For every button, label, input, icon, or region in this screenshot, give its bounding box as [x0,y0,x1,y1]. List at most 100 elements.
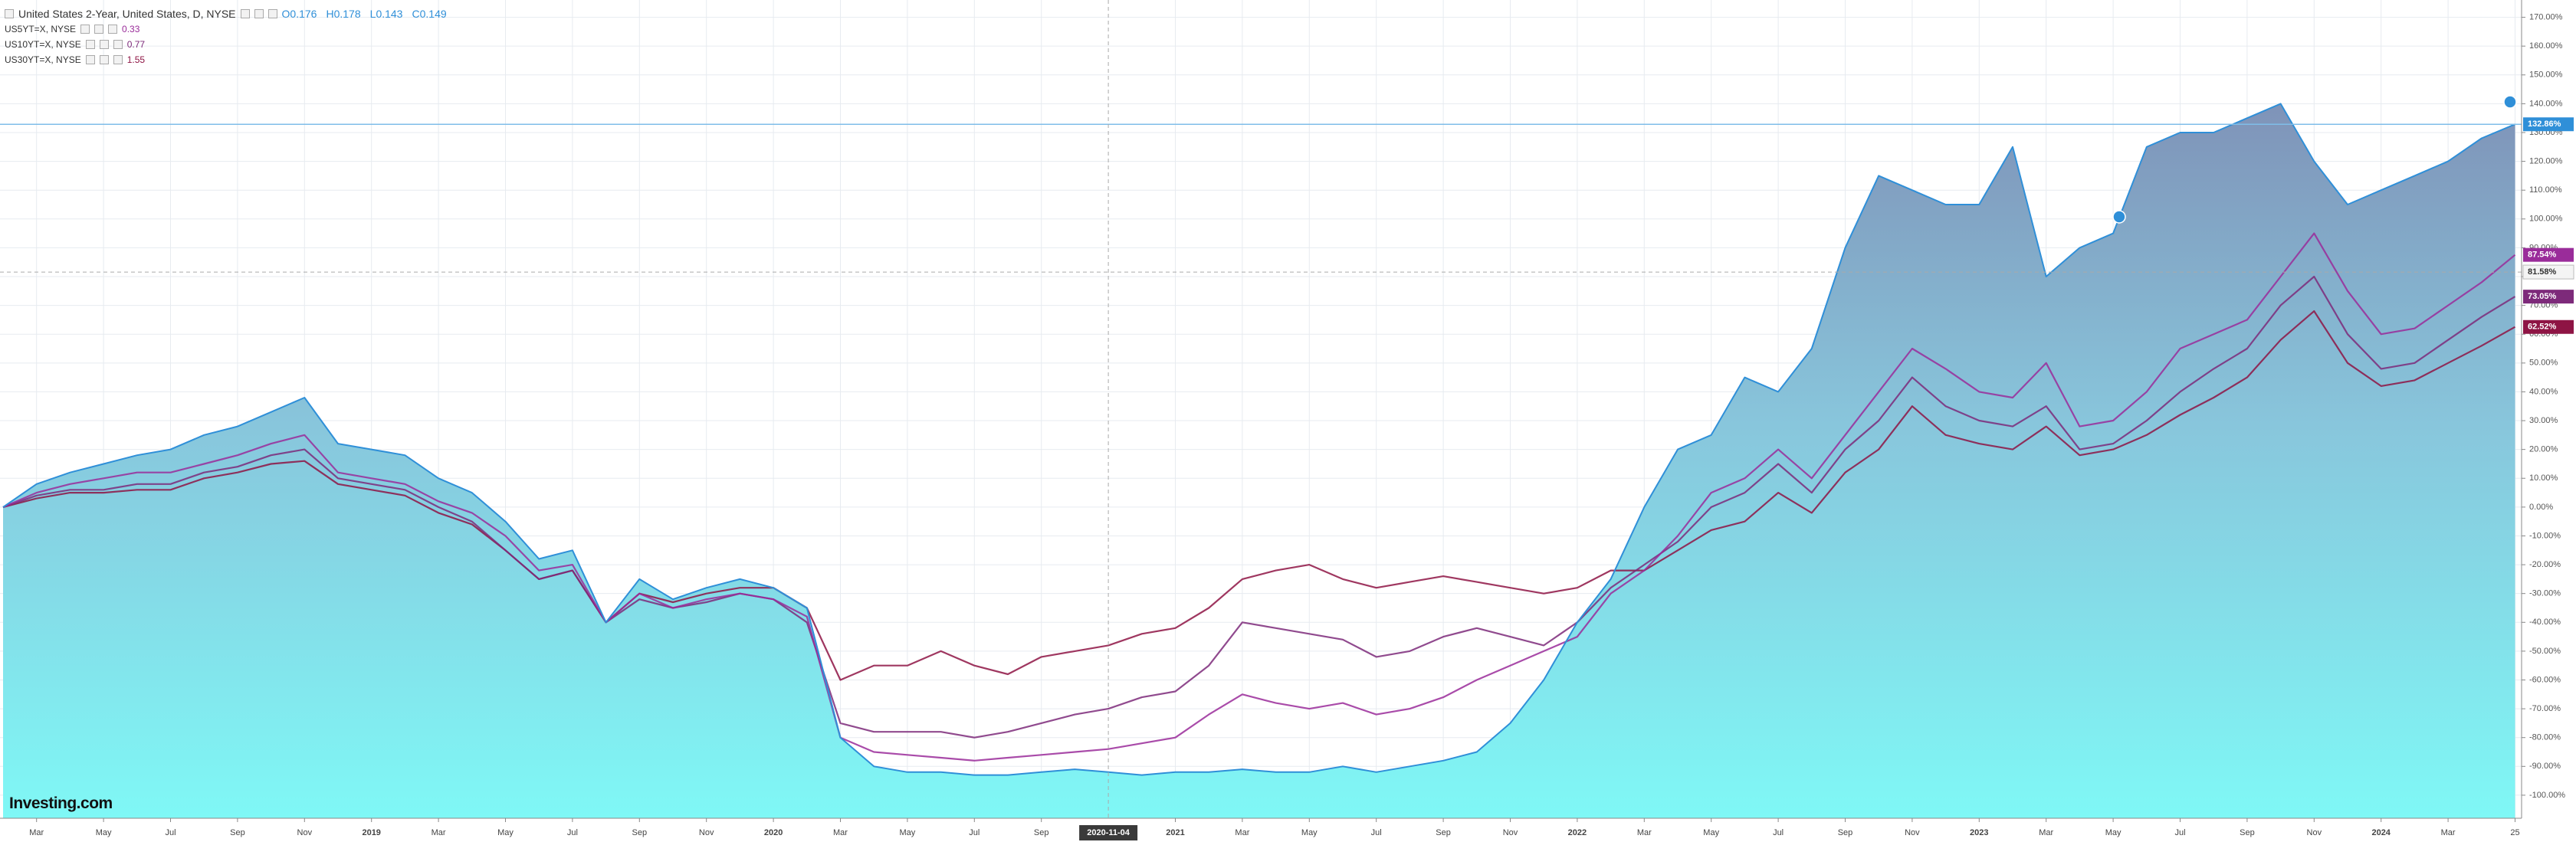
series-line [2,310,2516,681]
series-line [2,103,2515,776]
y-tick-label: -80.00% [2529,733,2561,742]
y-tick-label: -60.00% [2529,675,2561,684]
value-label-box [2523,319,2574,334]
crosshair-y-box [2522,264,2574,280]
x-tick-label: 2019 [362,828,380,837]
x-tick-label: Sep [1838,828,1853,837]
y-tick-label: 160.00% [2529,41,2563,51]
x-tick-label: Jul [1773,828,1784,837]
legend-ohlc: H0.178 [326,6,360,21]
y-tick-label: 30.00% [2529,416,2558,425]
legend-button[interactable] [85,55,95,64]
legend-button[interactable] [85,40,95,49]
plot [0,0,2522,818]
series-line [2,232,2516,762]
legend-collapse [5,9,14,18]
y-tick-label: 10.00% [2529,473,2558,483]
legend-name: US10YT=X, NYSE [5,39,81,50]
ohlc-value: 0.149 [419,8,447,20]
legend-button[interactable] [99,40,109,49]
legend-button[interactable] [113,55,123,64]
legend-button[interactable] [80,25,90,34]
x-tick-label: Sep [1436,828,1451,837]
legend-name: US5YT=X, NYSE [5,24,77,34]
x-tick-label: Nov [297,828,313,837]
x-tick-label: May [1301,828,1318,837]
legend-button[interactable] [108,25,118,34]
x-tick-label: Sep [2240,828,2255,837]
x-tick-label: Mar [29,828,44,837]
ohlc-value: 0.176 [290,8,317,20]
x-tick-label: Jul [969,828,980,837]
x-tick-label: Mar [2039,828,2053,837]
y-tick-label: -40.00% [2529,618,2561,627]
x-tick-label: Sep [632,828,648,837]
y-tick-label: 110.00% [2529,185,2562,195]
legend: United States 2-Year, United States, D, … [5,6,451,67]
crosshair-x-label: 2020-11-04 [1087,828,1130,837]
legend-name: United States 2-Year, United States, D, … [18,8,236,20]
value-label: 132.86% [2528,120,2561,129]
x-tick-label: Jul [567,828,578,837]
legend-ohlc: L0.143 [370,6,403,21]
value-label-box [2523,290,2574,304]
ohlc-value: 0.143 [376,8,403,20]
y-tick-label: 140.00% [2529,99,2563,108]
legend-name: US30YT=X, NYSE [5,54,81,65]
y-tick-label: 120.00% [2529,156,2563,165]
x-tick-label: Nov [2307,828,2322,837]
y-tick-label: -50.00% [2529,647,2561,656]
x-tick-label: 2020 [764,828,783,837]
x-tick-label: May [2105,828,2122,837]
x-tick-label: Nov [699,828,714,837]
legend-value: 0.33 [122,24,140,34]
legend-entry: United States 2-Year, United States, D, … [5,6,451,21]
crosshair-x-box [1079,825,1138,840]
legend-button[interactable] [240,9,250,18]
y-tick-label: -70.00% [2529,704,2561,713]
legend-value: 1.55 [126,54,146,65]
value-label: 87.54% [2528,251,2557,260]
x-tick-label: Mar [833,828,848,837]
x-tick-label: 2021 [1166,828,1184,837]
ohlc-label: O [281,8,290,20]
crosshair-y-label: 81.58% [2528,267,2557,277]
ohlc-label: L [369,8,376,20]
value-label: 73.05% [2528,292,2557,301]
legend-button[interactable] [267,9,277,18]
y-tick-label: 50.00% [2529,359,2558,368]
x-tick-label: Nov [1503,828,1518,837]
logo: Investing.com [9,794,113,812]
legend-ohlc: O0.176 [282,6,317,21]
y-tick-label: 170.00% [2529,12,2563,21]
value-label-box [2523,117,2574,132]
ohlc-value: 0.178 [333,8,361,20]
event-marker [2112,210,2126,224]
legend-entry: US30YT=X, NYSE 1.55 [5,52,451,67]
x-tick-label: Sep [1034,828,1049,837]
x-tick-label: Mar [2441,828,2456,837]
x-tick-label: 2024 [2371,828,2391,837]
series-line [2,275,2516,739]
x-tick-label: Mar [1637,828,1652,837]
x-tick-label: May [96,828,112,837]
x-tick-label: May [1703,828,1719,837]
legend-button[interactable] [254,9,264,18]
x-tick-label: Nov [1905,828,1920,837]
legend-button[interactable] [99,55,109,64]
y-tick-label: -30.00% [2529,589,2561,598]
x-tick-label: 2022 [1568,828,1587,837]
y-tick-label: 150.00% [2529,70,2563,80]
ohlc-label: C [412,8,420,20]
x-tick-label: May [497,828,514,837]
x-tick-label: May [900,828,916,837]
legend-button[interactable] [94,25,104,34]
x-tick-label: Sep [230,828,245,837]
area [3,103,2515,818]
x-tick-label: Mar [432,828,446,837]
legend-button[interactable] [113,40,123,49]
x-tick-label: Jul [1371,828,1382,837]
y-tick-label: -20.00% [2529,560,2561,569]
